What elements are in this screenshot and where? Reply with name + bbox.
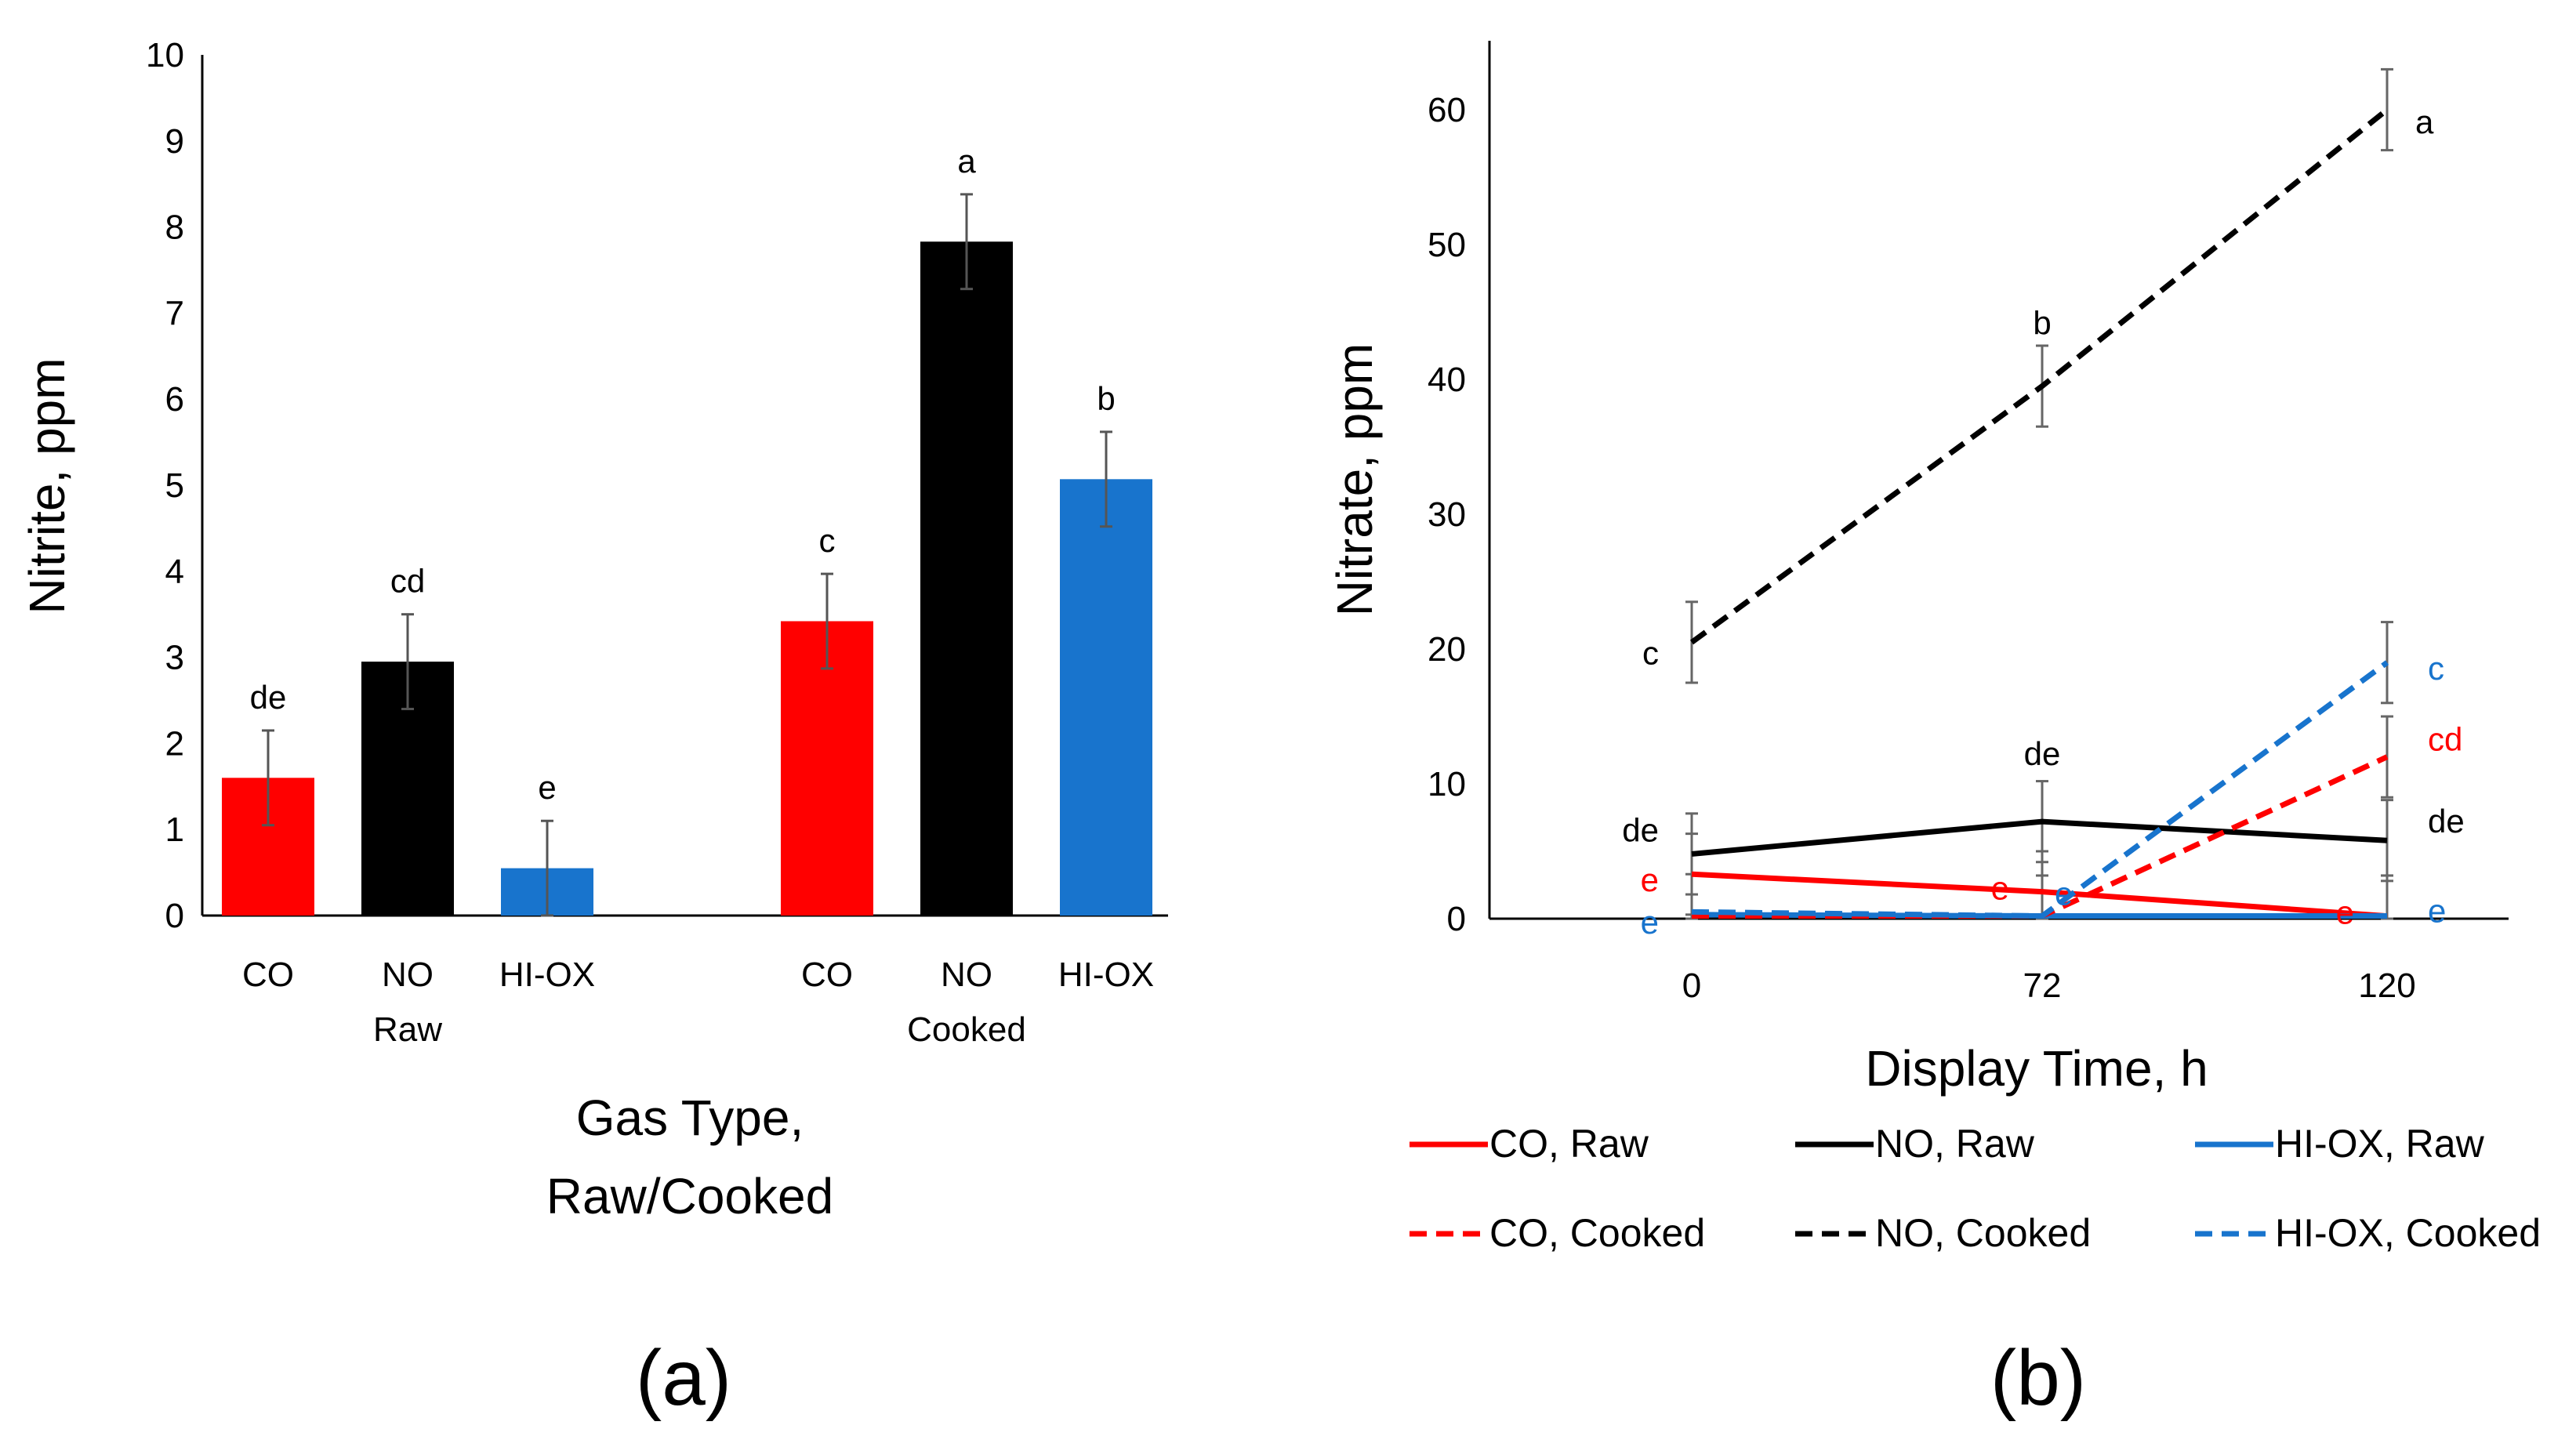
panel-a-y-tick-label: 5 [165, 466, 184, 505]
panel-a-category-label: NO [382, 956, 434, 994]
panel-b-significance-letter: c [2428, 650, 2444, 687]
panel-a-group-label: Raw [373, 1010, 442, 1049]
panel-b-series-line [1691, 871, 2388, 919]
panel-b-significance-letter: e [1991, 870, 2009, 907]
panel-a-bar [781, 621, 873, 916]
panel-a-significance-letter: b [1097, 380, 1115, 417]
panel-b-significance-letter: de [1622, 811, 1659, 848]
panel-b-legend-label: NO, Cooked [1875, 1211, 2091, 1255]
panel-b-legend-label: HI-OX, Cooked [2275, 1211, 2541, 1255]
panel-a-x-axis-title-line1: Gas Type, [576, 1090, 804, 1146]
panel-b-y-tick-label: 60 [1428, 91, 1466, 129]
panel-a-y-tick-label: 2 [165, 724, 184, 763]
panel-b-y-tick-label: 20 [1428, 630, 1466, 669]
panel-a-y-tick-label: 6 [165, 380, 184, 419]
panel-b-significance-letter: de [2428, 803, 2465, 840]
panel-a-x-axis-title-line2: Raw/Cooked [546, 1168, 833, 1224]
panel-b-y-tick-label: 50 [1428, 226, 1466, 264]
panel-b-significance-letter: a [2415, 103, 2434, 140]
panel-a-group-label: Cooked [907, 1010, 1026, 1049]
panel-b-legend-label: CO, Cooked [1489, 1211, 1705, 1255]
panel-b-x-tick-label: 0 [1682, 966, 1701, 1005]
panel-b-significance-letter: cd [2428, 721, 2462, 758]
panel-b-significance-letter: e [1641, 904, 1659, 941]
panel-a-significance-letter: cd [390, 563, 425, 600]
panel-a-y-tick-label: 7 [165, 294, 184, 332]
panel-b-legend-label: NO, Raw [1875, 1122, 2035, 1166]
panel-a-category-label: HI-OX [1058, 956, 1154, 994]
panel-a-y-tick-label: 1 [165, 811, 184, 849]
panel-b-legend-label: HI-OX, Raw [2275, 1122, 2485, 1166]
panel-a-y-tick-label: 3 [165, 639, 184, 677]
panel-b-y-axis-title: Nitrate, ppm [1326, 343, 1383, 617]
panel-a-significance-letter: de [250, 679, 287, 716]
panel-b-x-axis-title: Display Time, h [1865, 1040, 2208, 1097]
panel-a-significance-letter: c [819, 522, 836, 559]
panel-b-significance-letter: e [2336, 894, 2354, 931]
panel-a-y-tick-label: 10 [146, 36, 184, 74]
panel-a-y-axis-title: Nitrite, ppm [19, 357, 75, 614]
panel-b-series-line [1689, 107, 2389, 645]
panel-a-bar [920, 241, 1013, 916]
panel-b-significance-letter: e [2055, 876, 2073, 912]
panel-a-significance-letter: a [957, 143, 976, 180]
panel-b-y-tick-label: 40 [1428, 361, 1466, 399]
panel-a-category-label: CO [242, 956, 294, 994]
panel-b-y-tick-label: 30 [1428, 495, 1466, 534]
panel-b-significance-letter: b [2033, 305, 2051, 342]
panel-a-bar [1060, 479, 1152, 916]
panel-a-category-label: NO [941, 956, 992, 994]
panel-a-category-label: CO [801, 956, 853, 994]
panel-b-y-tick-label: 0 [1447, 900, 1466, 938]
panel-b-legend-label: CO, Raw [1489, 1122, 1649, 1166]
panel-b-legend: CO, Raw NO, Raw HI-OX, Raw CO, Cooked NO, Co… [1410, 1122, 2541, 1255]
panel-a-significance-letter: e [538, 769, 556, 806]
panel-b-significance-letter: e [2428, 893, 2446, 930]
panel-a-label: (a) [636, 1334, 731, 1422]
panel-b-x-tick-label: 72 [2023, 966, 2062, 1005]
panel-a-y-tick-label: 0 [165, 897, 184, 935]
panel-a-bar-chart: 0 1 2 3 4 5 6 7 8 9 10 de cd e c a b CO NO HI-OX Raw CO NO HI… [19, 36, 1168, 1422]
panel-a-y-tick-label: 4 [165, 553, 184, 591]
panel-b-significance-letter: c [1642, 634, 1659, 671]
panel-a-category-label: HI-OX [499, 956, 595, 994]
panel-b-significance-letter: e [1641, 861, 1659, 898]
panel-b-series-line [1691, 818, 2388, 857]
panel-a-y-tick-label: 8 [165, 209, 184, 247]
panel-b-series-line [1691, 660, 2389, 919]
panel-b-y-tick-label: 10 [1428, 765, 1466, 803]
panel-b-significance-letter: de [2024, 735, 2061, 772]
panel-b-label: (b) [1990, 1334, 2086, 1422]
panel-b-x-tick-label: 120 [2358, 966, 2415, 1005]
panel-a-y-tick-label: 9 [165, 122, 184, 161]
